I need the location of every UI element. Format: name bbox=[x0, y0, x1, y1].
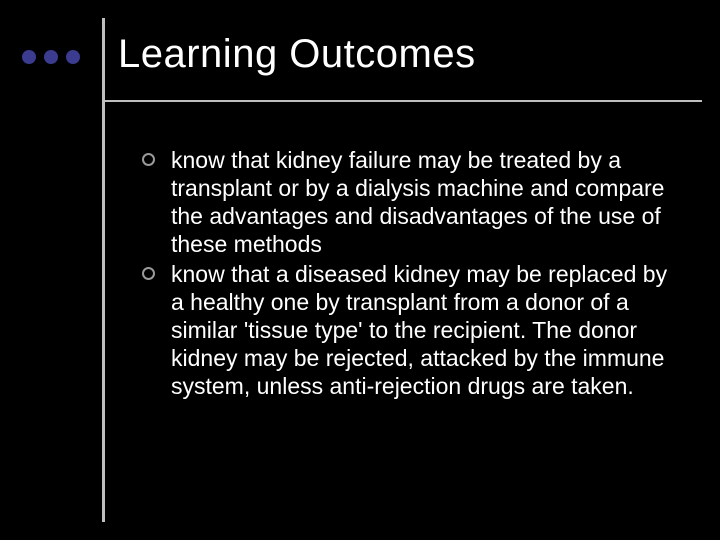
bullet-list: know that kidney failure may be treated … bbox=[142, 146, 682, 402]
list-item: know that a diseased kidney may be repla… bbox=[142, 260, 682, 400]
dot-icon bbox=[44, 50, 58, 64]
vertical-divider bbox=[102, 18, 105, 522]
horizontal-divider bbox=[104, 100, 702, 102]
list-item: know that kidney failure may be treated … bbox=[142, 146, 682, 258]
decorative-dots bbox=[22, 50, 80, 64]
bullet-text: know that kidney failure may be treated … bbox=[171, 146, 682, 258]
bullet-ring-icon bbox=[142, 267, 155, 280]
dot-icon bbox=[22, 50, 36, 64]
bullet-text: know that a diseased kidney may be repla… bbox=[171, 260, 682, 400]
bullet-ring-icon bbox=[142, 153, 155, 166]
slide-title: Learning Outcomes bbox=[118, 32, 476, 77]
dot-icon bbox=[66, 50, 80, 64]
